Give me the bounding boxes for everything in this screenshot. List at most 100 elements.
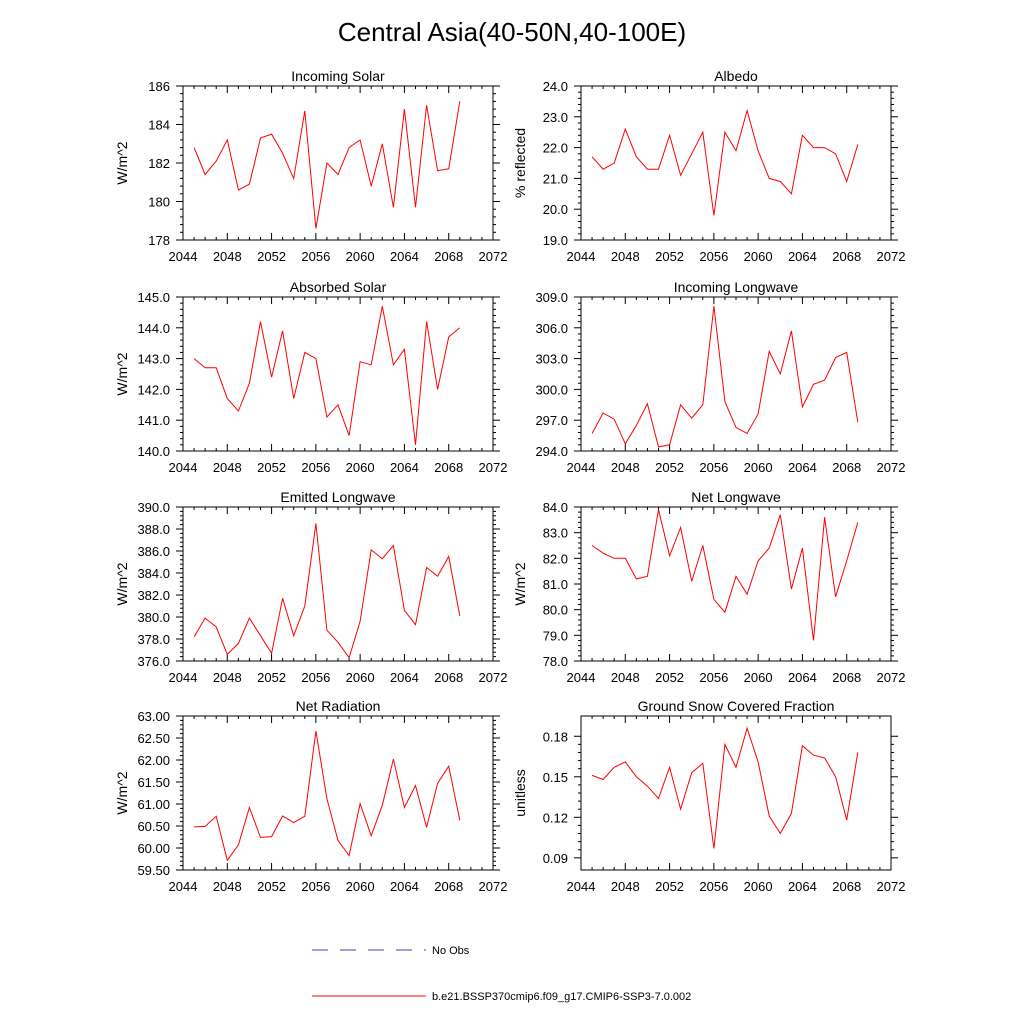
panel-4: Emitted Longwave W/m^2 2044 2048 2052 2056 206… bbox=[114, 489, 507, 685]
y-tick-label: 182 bbox=[148, 156, 170, 171]
x-tick-label: 2064 bbox=[390, 670, 419, 685]
y-tick-label: 84.0 bbox=[543, 500, 568, 515]
y-tick-label: 59.50 bbox=[137, 863, 170, 878]
plot-frame bbox=[182, 506, 494, 662]
plot-frame bbox=[182, 715, 494, 871]
series-line bbox=[193, 101, 461, 229]
y-tick-label: 61.00 bbox=[137, 797, 170, 812]
y-tick-label: 0.18 bbox=[543, 729, 568, 744]
y-axis-label: W/m^2 bbox=[512, 562, 528, 605]
x-tick-label: 2060 bbox=[744, 879, 773, 894]
y-tick-label: 297.0 bbox=[535, 413, 568, 428]
panel-3: Incoming Longwave 2044 2048 2052 2056 2060 206… bbox=[535, 279, 905, 475]
y-tick-label: 180 bbox=[148, 195, 170, 210]
x-tick-label: 2048 bbox=[213, 249, 242, 264]
y-tick-label: 388.0 bbox=[137, 522, 170, 537]
x-tick-label: 2072 bbox=[877, 670, 906, 685]
y-tick-label: 81.0 bbox=[543, 577, 568, 592]
x-tick-label: 2060 bbox=[744, 670, 773, 685]
y-tick-label: 309.0 bbox=[535, 290, 568, 305]
y-axis-label: W/m^2 bbox=[114, 352, 130, 395]
x-tick-label: 2068 bbox=[832, 249, 861, 264]
y-tick-label: 294.0 bbox=[535, 444, 568, 459]
x-tick-label: 2072 bbox=[877, 460, 906, 475]
y-tick-label: 186 bbox=[148, 79, 170, 94]
x-tick-label: 2056 bbox=[301, 670, 330, 685]
y-tick-label: 143.0 bbox=[137, 352, 170, 367]
y-tick-label: 144.0 bbox=[137, 321, 170, 336]
y-tick-label: 390.0 bbox=[137, 500, 170, 515]
x-tick-label: 2056 bbox=[301, 460, 330, 475]
x-tick-label: 2060 bbox=[744, 249, 773, 264]
panel-5: Net Longwave W/m^2 2044 2048 2052 2056 2060 206… bbox=[512, 489, 905, 685]
x-tick-label: 2068 bbox=[434, 879, 463, 894]
y-axis-label: W/m^2 bbox=[114, 562, 130, 605]
y-tick-label: 20.0 bbox=[543, 202, 568, 217]
panel-7: Ground Snow Covered Fraction unitless 2044… bbox=[512, 698, 905, 894]
plot-frame bbox=[580, 85, 892, 241]
x-tick-label: 2072 bbox=[479, 879, 508, 894]
y-tick-label: 380.0 bbox=[137, 610, 170, 625]
y-axis-label: % reflected bbox=[512, 128, 528, 198]
x-tick-label: 2052 bbox=[655, 460, 684, 475]
x-tick-label: 2064 bbox=[788, 460, 817, 475]
x-tick-label: 2072 bbox=[877, 879, 906, 894]
y-tick-label: 382.0 bbox=[137, 588, 170, 603]
plot-frame bbox=[182, 85, 494, 241]
x-tick-label: 2056 bbox=[699, 249, 728, 264]
y-axis-label: W/m^2 bbox=[114, 141, 130, 184]
x-tick-label: 2068 bbox=[832, 460, 861, 475]
x-tick-label: 2068 bbox=[434, 460, 463, 475]
x-tick-label: 2060 bbox=[346, 879, 375, 894]
panel-title: Incoming Longwave bbox=[674, 279, 799, 295]
x-tick-label: 2056 bbox=[699, 879, 728, 894]
x-tick-label: 2048 bbox=[611, 670, 640, 685]
x-tick-label: 2044 bbox=[567, 249, 596, 264]
panel-0: Incoming Solar W/m^2 2044 2048 2052 2056 2060 2… bbox=[114, 68, 507, 264]
y-tick-label: 0.15 bbox=[543, 770, 568, 785]
x-tick-label: 2064 bbox=[390, 460, 419, 475]
x-tick-label: 2060 bbox=[346, 249, 375, 264]
y-tick-label: 378.0 bbox=[137, 632, 170, 647]
panels: Incoming Solar W/m^2 2044 2048 2052 2056 2060 2… bbox=[114, 68, 905, 894]
x-tick-label: 2068 bbox=[832, 670, 861, 685]
panel-title: Incoming Solar bbox=[291, 68, 385, 84]
x-tick-label: 2044 bbox=[169, 879, 198, 894]
y-tick-label: 141.0 bbox=[137, 413, 170, 428]
x-tick-label: 2048 bbox=[611, 249, 640, 264]
x-tick-label: 2048 bbox=[611, 879, 640, 894]
y-tick-label: 63.00 bbox=[137, 709, 170, 724]
panel-2: Absorbed Solar W/m^2 2044 2048 2052 2056 2060 2… bbox=[114, 279, 507, 475]
y-tick-label: 384.0 bbox=[137, 566, 170, 581]
y-tick-label: 21.0 bbox=[543, 171, 568, 186]
legend-obs-label: No Obs bbox=[432, 945, 470, 957]
x-tick-label: 2064 bbox=[788, 879, 817, 894]
x-tick-label: 2060 bbox=[346, 460, 375, 475]
y-tick-label: 140.0 bbox=[137, 444, 170, 459]
y-tick-label: 78.0 bbox=[543, 654, 568, 669]
y-tick-label: 306.0 bbox=[535, 321, 568, 336]
panel-1: Albedo % reflected 2044 2048 2052 2056 2060 206… bbox=[512, 68, 905, 264]
x-tick-label: 2056 bbox=[699, 460, 728, 475]
x-tick-label: 2044 bbox=[169, 249, 198, 264]
x-tick-label: 2048 bbox=[611, 460, 640, 475]
y-tick-label: 178 bbox=[148, 233, 170, 248]
series-line bbox=[194, 730, 461, 862]
x-tick-label: 2048 bbox=[213, 460, 242, 475]
x-tick-label: 2060 bbox=[744, 460, 773, 475]
x-tick-label: 2064 bbox=[390, 249, 419, 264]
y-tick-label: 23.0 bbox=[543, 110, 568, 125]
panel-title: Ground Snow Covered Fraction bbox=[638, 698, 835, 714]
x-tick-label: 2056 bbox=[699, 670, 728, 685]
x-tick-label: 2048 bbox=[213, 670, 242, 685]
y-tick-label: 79.0 bbox=[543, 628, 568, 643]
y-tick-label: 0.12 bbox=[543, 810, 568, 825]
panel-title: Absorbed Solar bbox=[290, 279, 387, 295]
x-tick-label: 2052 bbox=[655, 249, 684, 264]
x-tick-label: 2068 bbox=[832, 879, 861, 894]
y-tick-label: 60.50 bbox=[137, 819, 170, 834]
x-tick-label: 2056 bbox=[301, 249, 330, 264]
x-tick-label: 2044 bbox=[567, 879, 596, 894]
y-tick-label: 184 bbox=[148, 118, 170, 133]
panel-title: Emitted Longwave bbox=[280, 489, 395, 505]
